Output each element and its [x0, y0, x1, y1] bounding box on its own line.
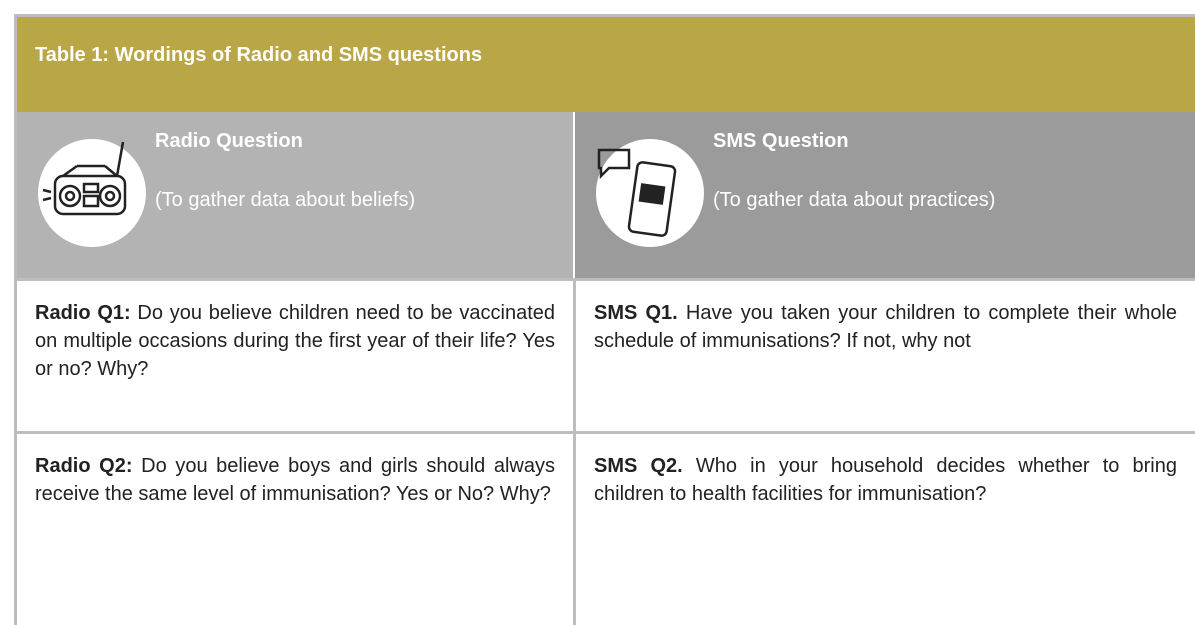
row-border: [17, 278, 1195, 281]
cell-label: Radio Q2:: [35, 455, 133, 477]
table-title: Table 1: Wordings of Radio and SMS quest…: [17, 17, 1195, 112]
header-subtitle: (To gather data about practices): [713, 189, 996, 211]
cell-text: Have you taken your children to complete…: [594, 302, 1178, 352]
cell-label: SMS Q1.: [594, 302, 678, 324]
header-cell: Radio Question (To gather data about bel…: [17, 112, 573, 278]
row-border: [17, 431, 1195, 434]
cell-text: Do you believe boys and girls should alw…: [35, 455, 555, 505]
cell-label: Radio Q1:: [35, 302, 131, 324]
header-subtitle: (To gather data about beliefs): [155, 189, 416, 211]
cell-text: Do you believe children need to be vacci…: [35, 302, 555, 380]
header-cell: SMS Question (To gather data about pract…: [575, 112, 1195, 278]
header-title: SMS Question: [713, 130, 849, 152]
cell: Radio Q2: Do you believe boys and girls …: [17, 434, 573, 625]
cell-text: Who in your household decides whether to…: [594, 455, 1177, 505]
header-title: Radio Question: [155, 130, 303, 152]
cell: SMS Q2. Who in your household decides wh…: [576, 434, 1195, 625]
column-border: [573, 281, 576, 625]
phone-icon: [596, 139, 704, 247]
table: Table 1: Wordings of Radio and SMS quest…: [14, 14, 1195, 625]
cell-label: SMS Q2.: [594, 455, 683, 477]
radio-icon: [38, 139, 146, 247]
cell: SMS Q1. Have you taken your children to …: [576, 281, 1195, 431]
cell: Radio Q1: Do you believe children need t…: [17, 281, 573, 431]
